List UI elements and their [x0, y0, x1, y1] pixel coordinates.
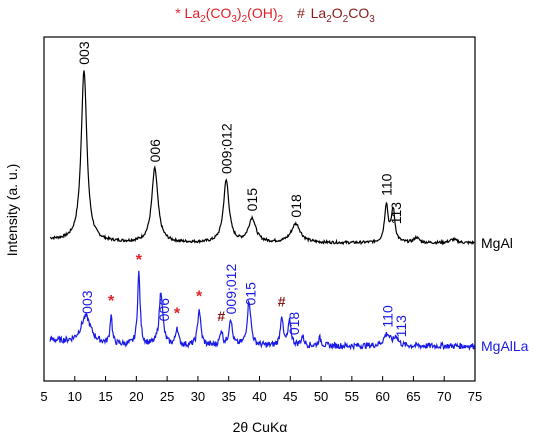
- trace-label-MgAl: MgAl: [481, 235, 513, 251]
- peak-label: 110: [380, 305, 396, 328]
- x-tick-label: 60: [375, 389, 389, 404]
- x-tick-label: 45: [283, 389, 297, 404]
- x-tick-label: 25: [160, 389, 174, 404]
- x-tick-label: 30: [191, 389, 205, 404]
- chart-legend: * La2(CO3)2(OH)2 # La2O2CO3: [0, 5, 550, 25]
- x-axis-label: 2θ CuKα: [233, 419, 288, 435]
- peak-label: 018: [286, 312, 302, 336]
- y-axis-label: Intensity (a. u.): [4, 164, 20, 257]
- star-marker: *: [136, 252, 143, 269]
- legend-star-label: La2(CO3)2(OH)2: [184, 5, 284, 25]
- x-tick-label: 40: [252, 389, 266, 404]
- hash-marker: #: [278, 293, 286, 309]
- x-tick-label: 55: [345, 389, 359, 404]
- x-tick-label: 65: [406, 389, 420, 404]
- peak-label: 015: [244, 188, 260, 212]
- x-tick-label: 50: [314, 389, 328, 404]
- trace-label-MgAlLa: MgAlLa: [481, 338, 529, 354]
- peak-label: 006: [147, 139, 163, 163]
- peak-label: 006: [156, 298, 172, 322]
- hash-marker: #: [217, 308, 225, 324]
- x-tick-label: 35: [221, 389, 235, 404]
- peak-label: 018: [288, 194, 304, 218]
- x-axis-ticks: 5 10 15 20 25 30 35 40 45 50 55 60 65 70 75: [40, 376, 482, 404]
- series-line-MgAl: [49, 70, 475, 246]
- peak-label: 003: [76, 41, 92, 65]
- legend-hash-symbol: #: [296, 5, 305, 21]
- x-tick-label: 20: [129, 389, 143, 404]
- peak-label: 113: [393, 315, 409, 338]
- peak-label: 009;012: [218, 123, 234, 174]
- x-tick-label: 5: [40, 389, 47, 404]
- x-tick-label: 15: [98, 389, 112, 404]
- peak-label: 009;012: [223, 264, 239, 315]
- star-marker: *: [196, 288, 203, 305]
- peak-label: 113: [388, 202, 404, 225]
- star-marker: *: [108, 293, 115, 310]
- star-marker: *: [174, 305, 181, 322]
- x-tick-label: 75: [468, 389, 482, 404]
- peak-label: 015: [242, 282, 258, 306]
- peak-label: 003: [79, 290, 95, 314]
- x-tick-label: 10: [68, 389, 82, 404]
- x-tick-label: 70: [437, 389, 451, 404]
- legend-hash-label: La2O2CO3: [310, 5, 375, 25]
- legend-star-symbol: *: [175, 5, 181, 21]
- peak-label: 110: [378, 173, 394, 196]
- series-line-MgAlLa: [49, 270, 475, 351]
